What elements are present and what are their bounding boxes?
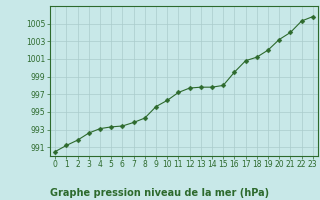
Text: Graphe pression niveau de la mer (hPa): Graphe pression niveau de la mer (hPa)	[51, 188, 269, 198]
